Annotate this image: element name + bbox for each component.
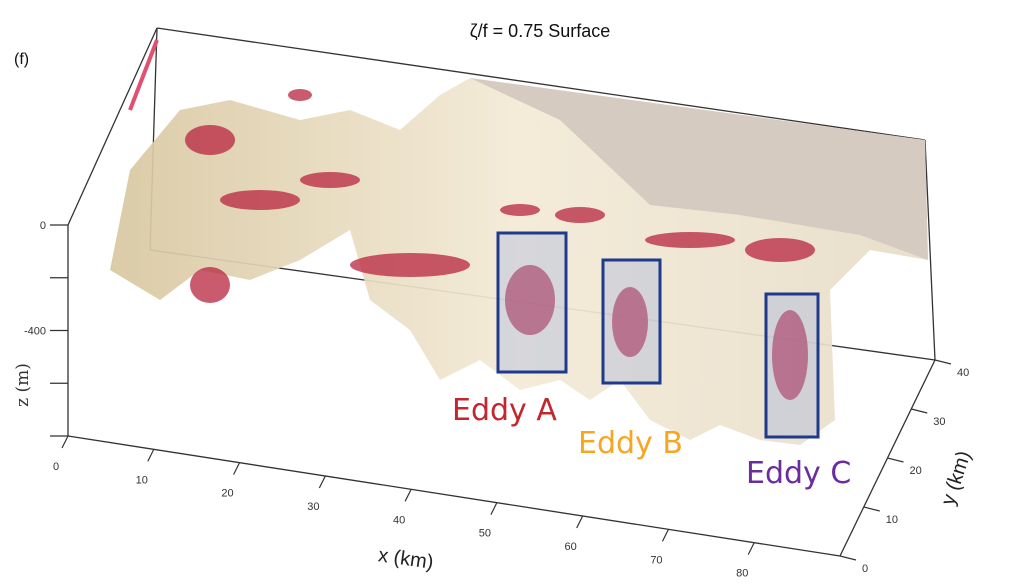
x-tick: [147, 449, 155, 462]
x-tick-label: 60: [565, 541, 577, 553]
isosurface-blob: [612, 287, 648, 357]
x-tick-label: 80: [736, 568, 748, 580]
x-tick: [61, 435, 69, 449]
y-tick: [863, 506, 880, 512]
eddy-c-box: [764, 292, 820, 439]
y-tick: [839, 555, 857, 561]
y-tick: [934, 359, 952, 365]
isosurface-blob: [300, 172, 360, 188]
x-tick-label: 0: [53, 461, 59, 473]
x-tick: [404, 489, 412, 502]
panel-label: (f): [14, 51, 29, 68]
x-tick-label: 40: [393, 514, 405, 526]
x-tick-label: 20: [221, 488, 233, 500]
isosurface-blob: [745, 238, 815, 262]
x-tick-label: 30: [307, 501, 319, 513]
x-tick-label: 70: [650, 554, 662, 566]
x-axis-line: [67, 435, 841, 557]
x-tick: [318, 475, 326, 489]
box-edge: [924, 139, 936, 361]
isosurface-streak: [128, 39, 159, 111]
eddy-b-label: Eddy B: [578, 426, 683, 461]
isosurface-blob: [185, 125, 235, 155]
x-tick: [490, 502, 498, 515]
upper-shelf: [470, 78, 928, 260]
isosurface-blob: [288, 89, 312, 101]
box-edge: [67, 27, 158, 226]
z-tick-label: -400: [24, 326, 46, 338]
z-axis-title: z (m): [13, 363, 33, 407]
z-tick-label: 0: [40, 220, 46, 232]
isosurface-blob: [350, 253, 470, 277]
vorticity-isosurfaces: [128, 39, 815, 400]
isosurface-blob: [555, 207, 605, 223]
y-tick: [911, 408, 928, 414]
x-tick: [747, 542, 755, 555]
x-tick: [576, 515, 584, 529]
eddy-a-box: [496, 231, 568, 374]
y-tick-label: 0: [862, 563, 868, 575]
isosurface-blob: [190, 267, 230, 303]
x-tick: [233, 462, 241, 475]
box-edge: [156, 27, 926, 141]
y-tick-label: 10: [886, 514, 898, 526]
isosurface-blob: [220, 190, 300, 210]
chart-title: ζ/f = 0.75 Surface: [470, 21, 611, 41]
y-axis-title: y (km): [937, 448, 975, 508]
y-tick: [887, 457, 904, 463]
y-tick-label: 30: [933, 416, 945, 428]
x-axis-title: x (km): [377, 544, 435, 574]
y-tick-label: 20: [910, 465, 922, 477]
x-tick-label: 10: [136, 474, 148, 486]
x-tick: [661, 529, 669, 542]
isosurface-blob: [500, 204, 540, 216]
y-tick-label: 40: [957, 367, 969, 379]
isosurface-blob: [645, 232, 735, 248]
isosurface-blob: [772, 310, 808, 400]
eddy-a-label: Eddy A: [452, 393, 557, 428]
eddy-b-box: [601, 258, 662, 385]
isosurface-blob: [505, 265, 555, 335]
eddy-c-label: Eddy C: [746, 456, 851, 491]
x-tick-label: 50: [479, 528, 491, 540]
